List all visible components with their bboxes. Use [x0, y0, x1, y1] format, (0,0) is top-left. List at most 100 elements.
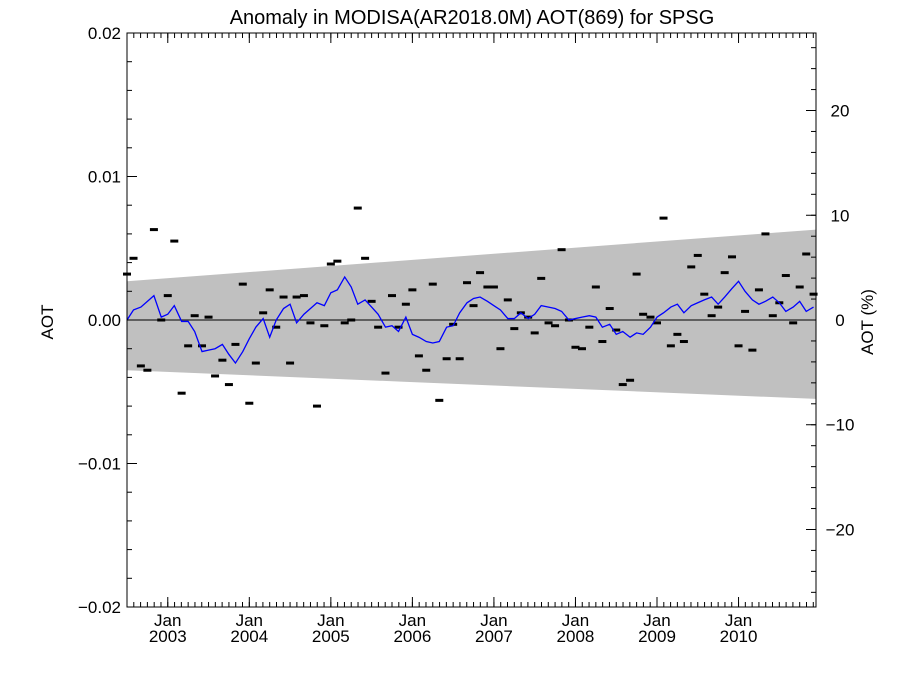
x-tick-year: 2009 [638, 627, 676, 646]
data-point [422, 368, 431, 372]
data-point [129, 256, 138, 260]
data-point [306, 321, 315, 325]
data-point [320, 324, 329, 328]
data-point [728, 255, 737, 259]
data-point [170, 239, 179, 243]
x-tick-year: 2003 [149, 627, 187, 646]
bottom-axis: Jan2003Jan2004Jan2005Jan2006Jan2007Jan20… [126, 33, 814, 646]
data-point [687, 265, 696, 269]
data-point [157, 318, 166, 322]
data-point [591, 285, 600, 289]
data-point [435, 398, 444, 402]
data-point [476, 271, 485, 275]
data-point [789, 321, 798, 325]
data-point [605, 307, 614, 311]
data-point [299, 294, 308, 298]
data-point [353, 206, 362, 210]
data-point [428, 282, 437, 286]
data-point [503, 298, 512, 302]
data-point [286, 361, 295, 365]
data-point [326, 262, 335, 266]
data-point [177, 391, 186, 395]
data-point [312, 404, 321, 408]
data-point [524, 315, 533, 319]
data-point [463, 281, 472, 285]
data-point [720, 271, 729, 275]
data-point [401, 302, 410, 306]
data-point [388, 294, 396, 298]
data-point [571, 345, 580, 349]
right-tick-label: −10 [826, 416, 855, 435]
left-tick-label: 0.01 [88, 168, 121, 187]
data-point [483, 285, 492, 289]
data-point [231, 342, 240, 346]
data-point [618, 383, 627, 387]
uncertainty-band [127, 229, 816, 399]
data-point [754, 288, 763, 292]
data-point [469, 304, 478, 308]
data-point [245, 401, 254, 405]
data-point [585, 325, 594, 329]
data-point [251, 361, 260, 365]
data-point [211, 374, 220, 378]
data-point [673, 332, 682, 336]
right-axis: 20 10 0 −10 −20 [806, 47, 855, 593]
data-point [496, 347, 505, 351]
data-point [333, 259, 342, 263]
data-point [347, 318, 356, 322]
right-axis-label: AOT (%) [858, 289, 877, 355]
x-tick-month: Jan [317, 611, 344, 630]
right-tick-label: 10 [831, 206, 850, 225]
left-axis-label: AOT [38, 305, 57, 340]
data-point [700, 292, 709, 296]
x-tick-year: 2006 [393, 627, 431, 646]
data-point [809, 292, 818, 296]
x-tick-year: 2008 [557, 627, 595, 646]
x-tick-month: Jan [399, 611, 426, 630]
data-point [761, 232, 770, 236]
left-axis: 0.02 0.01 0.00 −0.01 −0.02 [78, 24, 137, 617]
data-point [184, 344, 193, 348]
right-tick-label: 0 [835, 311, 844, 330]
x-tick-year: 2005 [312, 627, 350, 646]
data-point [598, 340, 607, 344]
data-point [632, 272, 641, 276]
data-point [510, 327, 519, 331]
data-point [442, 357, 451, 361]
data-point [340, 321, 349, 325]
data-point [626, 378, 635, 382]
data-point [149, 228, 158, 232]
data-point [204, 315, 213, 319]
data-point [653, 321, 661, 325]
x-tick-month: Jan [562, 611, 589, 630]
data-point [741, 309, 750, 313]
data-point [408, 288, 417, 292]
data-point [198, 344, 207, 348]
data-point [136, 364, 145, 368]
data-point [218, 358, 227, 362]
data-point [666, 344, 675, 348]
data-point [707, 314, 716, 318]
data-point [530, 331, 539, 335]
data-point [679, 340, 688, 344]
data-point [374, 325, 383, 329]
chart-title: Anomaly in MODISA(AR2018.0M) AOT(869) fo… [230, 7, 715, 29]
data-point [238, 282, 247, 286]
right-tick-label: 20 [831, 102, 850, 121]
data-point [795, 285, 804, 289]
left-tick-label: 0.02 [88, 24, 121, 43]
data-point [734, 344, 743, 348]
data-point [646, 315, 655, 319]
data-point [143, 368, 152, 372]
data-point [381, 371, 390, 375]
running-mean-line [126, 275, 814, 365]
x-tick-month: Jan [725, 611, 752, 630]
data-point [551, 324, 560, 328]
data-point [163, 294, 172, 298]
data-point [577, 347, 586, 351]
x-tick-month: Jan [643, 611, 670, 630]
left-tick-label: −0.01 [78, 455, 121, 474]
data-point [659, 216, 668, 220]
plot-area [123, 32, 818, 608]
